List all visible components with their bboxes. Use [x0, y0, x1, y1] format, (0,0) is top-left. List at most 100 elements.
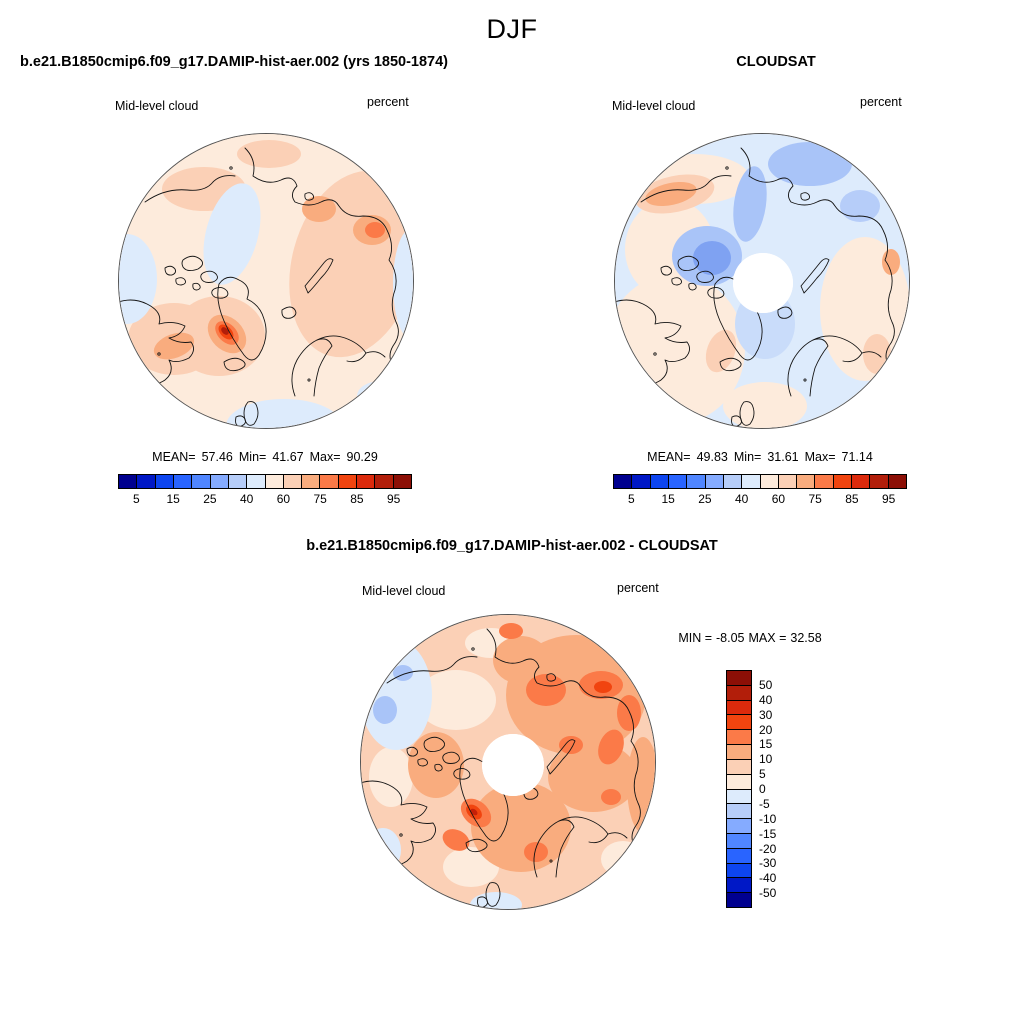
obs-max-value: 71.14 — [841, 450, 873, 464]
colorbar-segment — [727, 685, 751, 701]
colorbar-tick-label: -10 — [759, 811, 777, 826]
obs-colorbar-ticks: 5 15 25 40 60 75 85 95 — [613, 492, 907, 506]
colorbar-segment — [650, 475, 669, 488]
colorbar-segment — [778, 475, 798, 488]
colorbar-tick-label: 40 — [239, 492, 254, 506]
colorbar-tick-label: 40 — [734, 492, 749, 506]
model-units-label: percent — [367, 95, 409, 109]
colorbar-segment — [727, 804, 751, 820]
colorbar-tick-label: 0 — [759, 782, 766, 796]
colorbar-segment — [632, 475, 651, 488]
colorbar-segment — [727, 893, 751, 907]
obs-units-label: percent — [860, 95, 902, 109]
colorbar-segment — [815, 475, 834, 488]
colorbar-tick-label: -5 — [759, 796, 770, 811]
obs-title: CLOUDSAT — [736, 54, 816, 70]
colorbar-tick-label: -30 — [759, 856, 777, 871]
diff-map-canvas — [361, 615, 655, 909]
colorbar-tick-label: 5 — [133, 492, 140, 506]
colorbar-segment — [727, 789, 751, 805]
season-title: DJF — [486, 14, 538, 44]
obs-stats-line: MEAN= 49.83 Min= 31.61 Max= 71.14 — [613, 450, 907, 464]
colorbar-tick-label: -15 — [759, 826, 777, 841]
colorbar-segment — [338, 475, 358, 488]
colorbar-tick-label: -50 — [759, 886, 777, 901]
colorbar-segment — [614, 475, 633, 488]
colorbar-tick-label: -40 — [759, 871, 777, 886]
model-map-canvas — [119, 134, 413, 428]
colorbar-segment — [393, 475, 411, 488]
obs-field-label: Mid-level cloud — [612, 99, 696, 113]
model-max-label: Max= — [309, 450, 341, 464]
colorbar-tick-label: 5 — [759, 767, 766, 782]
colorbar-segment — [137, 475, 156, 488]
colorbar-segment — [852, 475, 871, 488]
diff-polar-data-hole — [482, 734, 544, 796]
diff-minmax-line: MIN = -8.05 MAX = 32.58 — [630, 631, 870, 645]
diff-min-value: -8.05 — [716, 631, 745, 645]
obs-polar-data-hole — [733, 253, 793, 313]
colorbar-tick-label: 30 — [759, 707, 773, 722]
obs-min-label: Min= — [733, 450, 762, 464]
model-mean-label: MEAN= — [152, 450, 196, 464]
model-map — [118, 133, 414, 429]
colorbar-tick-label: 15 — [759, 737, 773, 752]
colorbar-segment — [228, 475, 248, 488]
obs-mean-label: MEAN= — [647, 450, 691, 464]
colorbar-tick-label: 50 — [759, 677, 773, 692]
obs-max-label: Max= — [804, 450, 836, 464]
colorbar-segment — [192, 475, 211, 488]
diff-colorbar-ticks: 50 40 30 20 15 10 5 0 -5 -10 -15 -20 -30 -40 -50 — [759, 670, 795, 908]
colorbar-segment — [265, 475, 284, 488]
colorbar-segment — [302, 475, 321, 488]
colorbar-tick-label: 75 — [808, 492, 822, 506]
colorbar-segment — [727, 700, 751, 716]
colorbar-segment — [833, 475, 853, 488]
obs-colorbar — [613, 474, 907, 489]
colorbar-segment — [668, 475, 688, 488]
colorbar-segment — [870, 475, 889, 488]
colorbar-tick-label: 95 — [386, 492, 401, 506]
colorbar-segment — [727, 759, 751, 775]
diff-colorbar — [726, 670, 752, 908]
colorbar-segment — [247, 475, 266, 488]
colorbar-segment — [727, 878, 751, 894]
model-max-value: 90.29 — [346, 450, 378, 464]
obs-mean-value: 49.83 — [696, 450, 728, 464]
diff-max-label: MAX = — [748, 631, 787, 645]
colorbar-segment — [723, 475, 743, 488]
diff-units-label: percent — [617, 581, 659, 595]
colorbar-segment — [727, 745, 751, 760]
colorbar-segment — [797, 475, 816, 488]
colorbar-segment — [173, 475, 193, 488]
colorbar-tick-label: 20 — [759, 722, 773, 737]
colorbar-tick-label: 40 — [759, 692, 773, 707]
colorbar-tick-label: 10 — [759, 752, 773, 767]
colorbar-segment — [119, 475, 138, 488]
obs-map — [614, 133, 910, 429]
colorbar-segment — [727, 833, 751, 849]
model-min-value: 41.67 — [272, 450, 304, 464]
colorbar-segment — [742, 475, 761, 488]
colorbar-segment — [283, 475, 303, 488]
colorbar-tick-label: 15 — [166, 492, 180, 506]
diff-min-label: MIN = — [678, 631, 713, 645]
colorbar-segment — [155, 475, 174, 488]
colorbar-tick-label: 15 — [661, 492, 675, 506]
colorbar-segment — [705, 475, 724, 488]
colorbar-segment — [320, 475, 339, 488]
model-mean-value: 57.46 — [201, 450, 233, 464]
diff-title: b.e21.B1850cmip6.f09_g17.DAMIP-hist-aer.… — [306, 538, 718, 554]
colorbar-segment — [727, 848, 751, 864]
obs-map-canvas — [615, 134, 909, 428]
colorbar-tick-label: 85 — [350, 492, 364, 506]
colorbar-tick-label: 5 — [628, 492, 635, 506]
colorbar-segment — [375, 475, 394, 488]
model-colorbar-ticks: 5 15 25 40 60 75 85 95 — [118, 492, 412, 506]
colorbar-tick-label: 60 — [771, 492, 786, 506]
obs-min-value: 31.61 — [767, 450, 799, 464]
model-min-label: Min= — [238, 450, 267, 464]
diff-map — [360, 614, 656, 910]
colorbar-tick-label: 75 — [313, 492, 327, 506]
